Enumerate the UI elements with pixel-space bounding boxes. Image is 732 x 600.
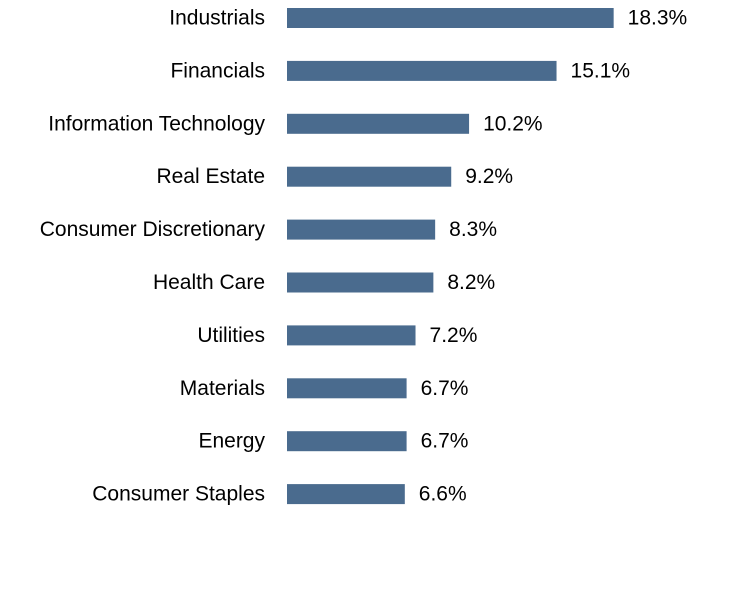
category-label-consumer-discretionary: Consumer Discretionary [40, 218, 266, 241]
value-label-information-technology: 10.2% [483, 112, 543, 135]
bar-industrials [287, 8, 614, 28]
category-label-utilities: Utilities [197, 324, 265, 347]
category-label-information-technology: Information Technology [48, 112, 265, 135]
bar-utilities [287, 325, 416, 346]
bar-health-care [287, 272, 434, 293]
bars [287, 8, 614, 505]
category-label-energy: Energy [198, 430, 265, 453]
bar-consumer-discretionary [287, 219, 436, 240]
bar-information-technology [287, 113, 470, 134]
value-label-utilities: 7.2% [430, 324, 478, 347]
category-label-real-estate: Real Estate [156, 165, 265, 188]
category-label-industrials: Industrials [169, 7, 265, 30]
bar-real-estate [287, 166, 452, 187]
bar-financials [287, 60, 557, 81]
category-label-materials: Materials [180, 377, 265, 400]
category-label-financials: Financials [170, 59, 265, 82]
bar-energy [287, 431, 407, 452]
value-label-consumer-discretionary: 8.3% [449, 218, 497, 241]
value-label-energy: 6.7% [421, 430, 469, 453]
category-label-consumer-staples: Consumer Staples [92, 483, 265, 506]
value-label-health-care: 8.2% [447, 271, 495, 294]
value-label-consumer-staples: 6.6% [419, 483, 467, 506]
category-label-health-care: Health Care [153, 271, 265, 294]
bar-materials [287, 378, 407, 399]
value-labels: 18.3% 15.1% 10.2% 9.2% 8.3% 8.2% 7.2% 6.7% 6.7% 6… [419, 7, 687, 506]
value-label-financials: 15.1% [571, 59, 631, 82]
category-labels: Industrials Financials Information Technol… [40, 7, 266, 506]
value-label-materials: 6.7% [421, 377, 469, 400]
bar-consumer-staples [287, 484, 405, 505]
value-label-industrials: 18.3% [628, 7, 688, 30]
value-label-real-estate: 9.2% [465, 165, 513, 188]
